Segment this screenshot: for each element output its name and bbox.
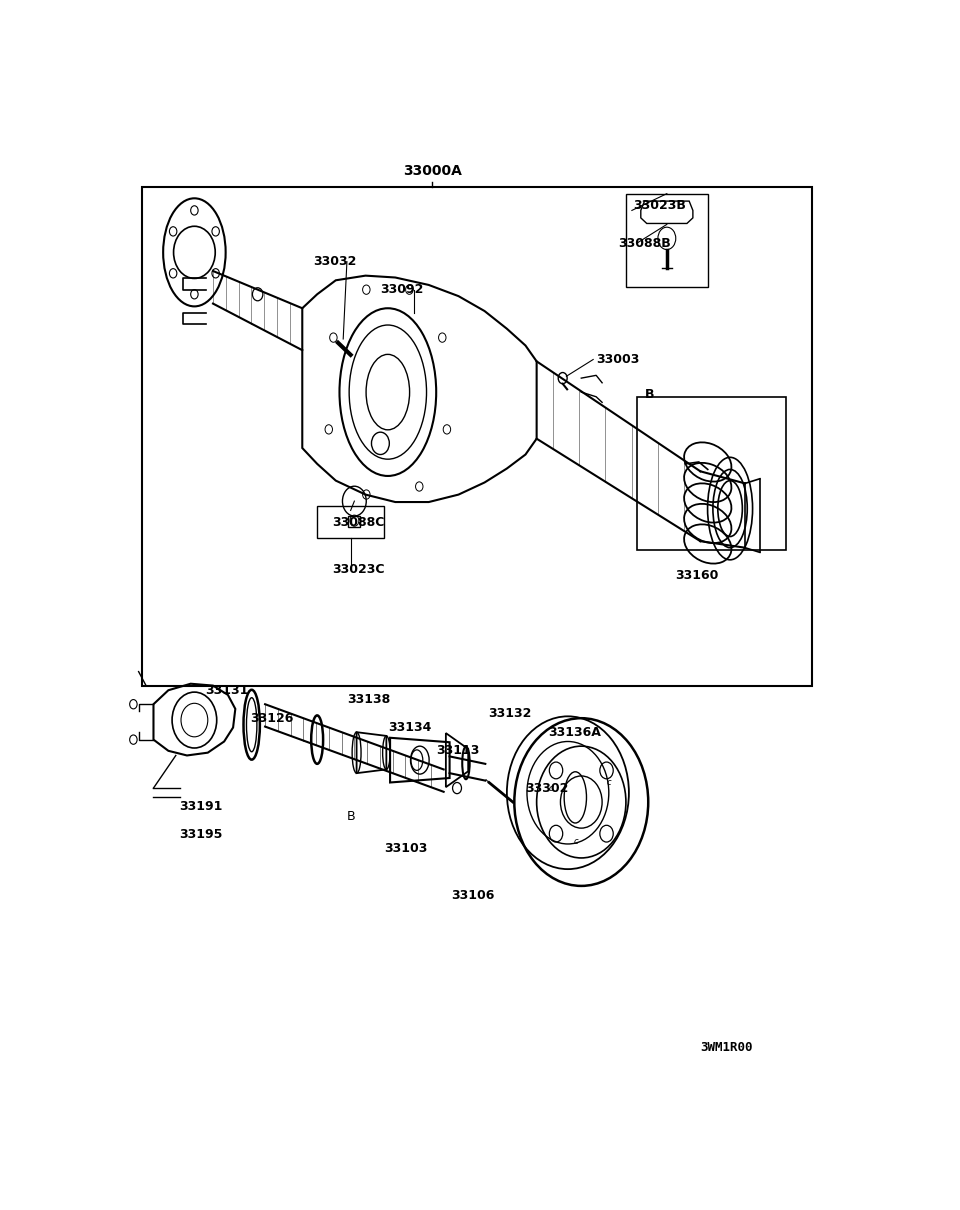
Text: 33134: 33134 <box>388 721 431 734</box>
Text: 33023C: 33023C <box>332 563 385 576</box>
Text: 3WM1R00: 3WM1R00 <box>701 1041 753 1054</box>
Text: 33023B: 33023B <box>634 200 686 212</box>
Text: 33195: 33195 <box>180 828 223 841</box>
Text: 33131: 33131 <box>205 684 249 697</box>
Text: B: B <box>347 809 355 823</box>
Text: 33160: 33160 <box>675 569 718 582</box>
Text: 33302: 33302 <box>525 782 569 795</box>
Text: 33032: 33032 <box>313 255 357 269</box>
Text: 33191: 33191 <box>180 800 223 813</box>
Text: 33113: 33113 <box>436 744 480 757</box>
Text: c: c <box>607 778 612 786</box>
Text: 33126: 33126 <box>251 711 294 725</box>
Text: 33106: 33106 <box>451 888 494 901</box>
Text: 33138: 33138 <box>347 693 390 707</box>
Text: c: c <box>573 837 578 846</box>
Text: 33092: 33092 <box>380 283 423 296</box>
Text: 33003: 33003 <box>596 353 639 365</box>
Text: 33088C: 33088C <box>332 515 384 529</box>
Text: B: B <box>644 388 654 402</box>
Text: 33136A: 33136A <box>548 726 601 738</box>
Text: c: c <box>549 784 554 793</box>
Circle shape <box>558 373 567 384</box>
Text: 33132: 33132 <box>489 707 532 720</box>
Text: 33000A: 33000A <box>403 163 462 178</box>
Text: 33103: 33103 <box>384 842 427 855</box>
Text: 33088B: 33088B <box>618 236 671 249</box>
